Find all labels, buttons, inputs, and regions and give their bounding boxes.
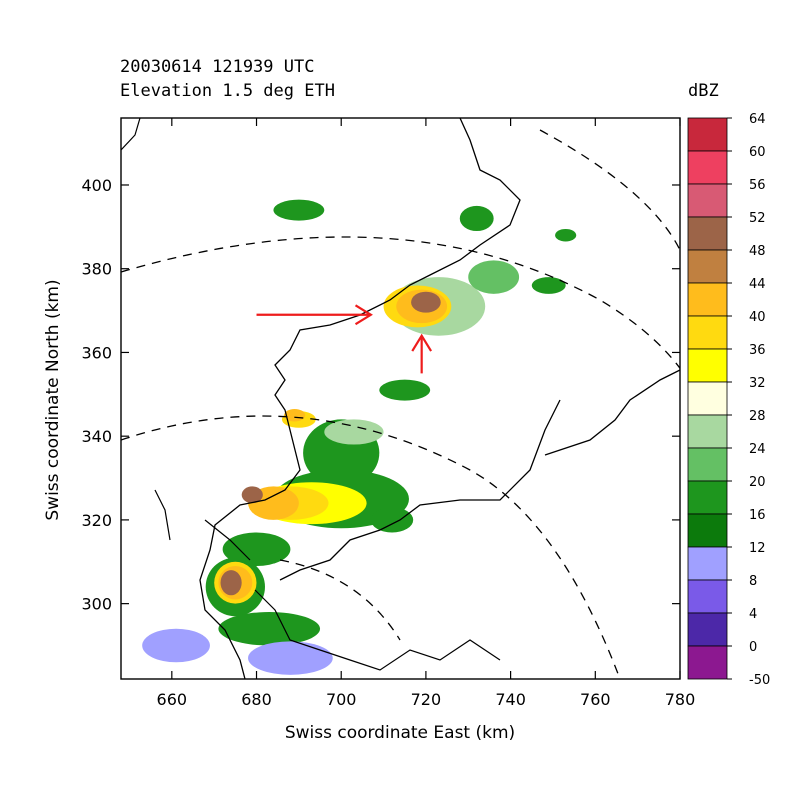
- colorbar-label: 12: [749, 541, 766, 556]
- y-tick-label: 360: [81, 343, 112, 362]
- colorbar-label: 28: [749, 409, 766, 424]
- echo-cell-4: [411, 291, 441, 313]
- colorbar-swatch-5: [687, 282, 728, 317]
- y-tick-label: 300: [81, 595, 112, 614]
- colorbar-label: 56: [749, 178, 766, 193]
- red-arrow-1: [411, 333, 433, 374]
- colorbar-swatch-4: [687, 249, 728, 284]
- x-tick-label: 720: [411, 690, 442, 709]
- colorbar-label: 8: [749, 574, 757, 589]
- radar-echo-layer: [142, 199, 577, 675]
- range-ring-inner: [121, 415, 621, 679]
- colorbar-label: 48: [749, 244, 766, 259]
- echo-cell-15: [370, 507, 414, 533]
- colorbar-swatch-2: [687, 183, 728, 218]
- map-lines-layer: [121, 118, 680, 679]
- echo-cell-20: [222, 532, 291, 566]
- echo-cell-25: [218, 612, 321, 646]
- border-line-south: [254, 589, 501, 671]
- colorbar-label: -50: [749, 673, 770, 688]
- colorbar-swatch-12: [687, 513, 728, 548]
- echo-cell-5: [459, 205, 494, 232]
- colorbar-swatch-3: [687, 216, 728, 251]
- red-arrow-0: [256, 304, 373, 326]
- colorbar-label: 64: [749, 112, 766, 127]
- colorbar-label: 0: [749, 640, 757, 655]
- y-tick-label: 380: [81, 260, 112, 279]
- colorbar-label: 24: [749, 442, 766, 457]
- y-axis-label: Swiss coordinate North (km): [43, 279, 63, 520]
- x-tick-label: 700: [326, 690, 357, 709]
- colorbar-swatch-16: [687, 645, 728, 680]
- x-tick-label: 760: [580, 690, 611, 709]
- echo-cell-7: [531, 277, 566, 294]
- colorbar-label: 32: [749, 376, 766, 391]
- echo-cell-26: [142, 628, 210, 663]
- colorbar-swatch-8: [687, 381, 728, 416]
- range-ring-outer: [121, 236, 680, 370]
- echo-cell-6: [273, 199, 325, 221]
- y-tick-label: 320: [81, 511, 112, 530]
- y-axis: 300 320 340 360 380 400: [81, 176, 680, 614]
- echo-cell-1: [468, 260, 520, 294]
- colorbar-swatch-1: [687, 150, 728, 185]
- x-tick-label: 780: [665, 690, 696, 709]
- colorbar-label: 36: [749, 343, 766, 358]
- colorbar-swatch-11: [687, 480, 728, 515]
- echo-cell-13: [284, 408, 306, 422]
- range-ring-near: [279, 559, 401, 641]
- x-tick-label: 740: [495, 690, 526, 709]
- border-line-west: [121, 118, 251, 561]
- x-tick-label: 680: [241, 690, 272, 709]
- colorbar-label: 20: [749, 475, 766, 490]
- x-axis-label: Swiss coordinate East (km): [285, 723, 515, 743]
- y-tick-label: 340: [81, 427, 112, 446]
- colorbar-label: 16: [749, 508, 766, 523]
- colorbar-label: 4: [749, 607, 757, 622]
- echo-cell-27: [248, 641, 333, 675]
- colorbar-label: 40: [749, 310, 766, 325]
- plot-frame: [120, 117, 681, 680]
- colorbar-label: 52: [749, 211, 766, 226]
- colorbar-swatch-13: [687, 546, 728, 581]
- echo-cell-19: [241, 486, 263, 504]
- echo-cell-24: [220, 570, 242, 596]
- echo-cell-8: [555, 228, 577, 242]
- x-axis: 660 680 700 720 740 760 780: [157, 118, 696, 709]
- x-tick-label: 660: [157, 690, 188, 709]
- colorbar-swatch-9: [687, 414, 728, 449]
- colorbar-swatch-7: [687, 348, 728, 383]
- border-line-east: [279, 399, 561, 581]
- y-tick-label: 400: [81, 176, 112, 195]
- colorbar-unit: dBZ: [688, 81, 719, 101]
- annotation-arrows: [256, 304, 433, 374]
- echo-cell-9: [379, 379, 431, 401]
- colorbar-label: 44: [749, 277, 766, 292]
- echo-cell-11: [324, 419, 384, 445]
- colorbar-swatch-14: [687, 579, 728, 614]
- colorbar-swatch-15: [687, 612, 728, 647]
- colorbar-label: 60: [749, 145, 766, 160]
- colorbar-swatch-6: [687, 315, 728, 350]
- colorbar-swatch-10: [687, 447, 728, 482]
- colorbar-swatch-0: [687, 117, 728, 152]
- chart-title-time: 20030614 121939 UTC: [120, 57, 314, 77]
- chart-title-elevation: Elevation 1.5 deg ETH: [120, 81, 335, 101]
- border-line-lakeside: [544, 369, 680, 456]
- border-line-main: [199, 118, 521, 679]
